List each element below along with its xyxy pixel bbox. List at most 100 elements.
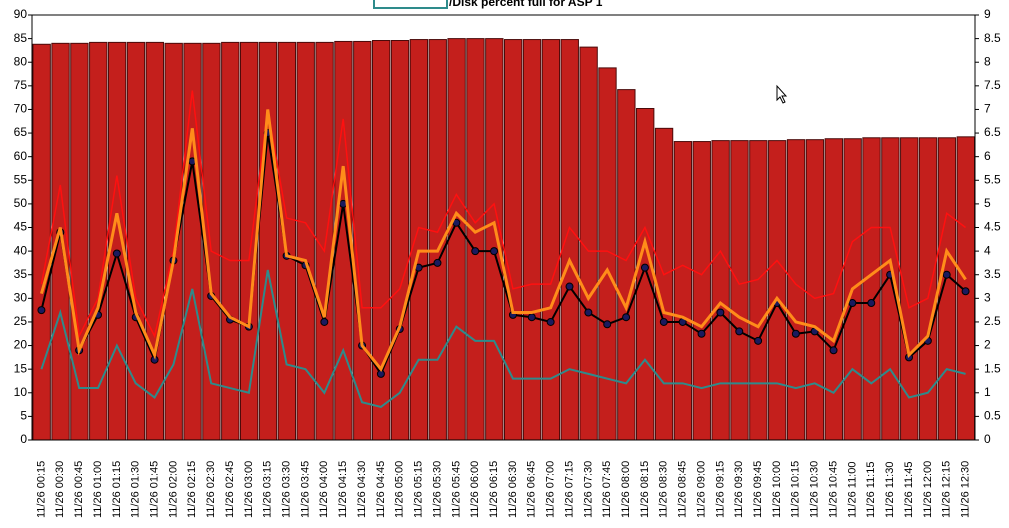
x-tick-label: 11/26 07:45 xyxy=(601,461,613,518)
y-tick-label: 40 xyxy=(14,243,28,257)
bar xyxy=(617,89,636,441)
y2-tick-label: 2.5 xyxy=(984,314,1001,328)
x-tick-label: 11/26 02:15 xyxy=(186,461,198,518)
x-tick-label: 11/26 05:45 xyxy=(450,461,462,518)
x-tick-label: 11/26 06:15 xyxy=(488,461,500,518)
bar xyxy=(277,41,297,441)
y-tick-label: 10 xyxy=(14,385,28,399)
bar xyxy=(145,41,165,441)
y-tick-label: 35 xyxy=(14,267,28,281)
x-tick-label: 11/26 04:15 xyxy=(337,461,349,518)
bar xyxy=(371,40,391,441)
bar xyxy=(805,139,825,441)
y-tick-label: 20 xyxy=(14,338,28,352)
x-tick-label: 11/26 09:30 xyxy=(733,461,745,518)
y2-tick-label: 2 xyxy=(984,338,991,352)
bar xyxy=(673,141,693,441)
point xyxy=(565,282,574,291)
x-tick-label: 11/26 06:45 xyxy=(526,461,538,518)
x-tick-label: 11/26 07:30 xyxy=(582,461,594,518)
x-tick-label: 11/26 08:45 xyxy=(677,461,689,518)
bar xyxy=(485,38,504,441)
x-tick-label: 11/26 06:30 xyxy=(507,461,519,518)
series-line xyxy=(39,109,967,373)
y-tick-label: 25 xyxy=(14,314,28,328)
y2-tick-label: 5 xyxy=(984,196,991,210)
x-tick-label: 11/26 01:45 xyxy=(148,461,160,518)
x-tick-label: 11/26 08:30 xyxy=(658,461,670,518)
y2-tick-label: 0.5 xyxy=(984,409,1001,423)
y2-tick-label: 3.5 xyxy=(984,267,1001,281)
bar xyxy=(164,42,183,441)
x-tick-label: 11/26 08:00 xyxy=(620,461,632,518)
bar xyxy=(654,127,674,441)
point xyxy=(490,247,499,256)
bar xyxy=(824,138,843,441)
x-tick-label: 11/26 12:30 xyxy=(959,461,971,518)
bar xyxy=(862,137,881,441)
x-tick-label: 11/26 10:00 xyxy=(771,461,783,518)
x-tick-label: 11/26 09:15 xyxy=(714,461,726,518)
x-tick-label: 11/26 00:30 xyxy=(54,461,66,518)
point xyxy=(791,329,800,338)
y2-tick-label: 9 xyxy=(984,7,991,21)
point xyxy=(622,313,631,322)
bar xyxy=(89,41,108,441)
bar xyxy=(749,140,768,441)
bar xyxy=(466,38,485,441)
bar xyxy=(296,41,315,441)
bar xyxy=(937,137,957,441)
x-tick-label: 11/26 03:30 xyxy=(281,461,293,518)
bar xyxy=(541,39,561,441)
x-tick-label: 11/26 05:00 xyxy=(394,461,406,518)
x-tick-label: 11/26 02:30 xyxy=(205,461,217,518)
bar xyxy=(353,40,372,441)
point xyxy=(735,327,744,336)
bar xyxy=(126,41,146,441)
x-tick-label: 11/26 07:00 xyxy=(545,461,557,518)
point xyxy=(320,317,329,326)
x-tick-label: 11/26 07:15 xyxy=(563,461,575,518)
point xyxy=(37,306,46,315)
point xyxy=(942,270,951,279)
y-tick-label: 0 xyxy=(20,432,27,446)
x-tick-label: 11/26 02:00 xyxy=(167,461,179,518)
bar xyxy=(183,42,202,441)
x-tick-label: 11/26 10:45 xyxy=(827,461,839,518)
y2-tick-label: 0 xyxy=(984,432,991,446)
y-tick-label: 55 xyxy=(14,172,28,186)
y2-tick-label: 6.5 xyxy=(984,125,1001,139)
x-tick-label: 11/26 01:00 xyxy=(92,461,104,518)
x-tick-label: 11/26 00:15 xyxy=(35,461,47,518)
point xyxy=(546,317,555,326)
bar xyxy=(409,39,429,441)
y-tick-label: 65 xyxy=(14,125,28,139)
bar xyxy=(730,140,749,441)
x-tick-label: 11/26 05:30 xyxy=(431,461,443,518)
series-line xyxy=(40,269,966,409)
bar xyxy=(768,140,787,441)
y2-tick-label: 8 xyxy=(984,54,991,68)
x-tick-label: 11/26 11:15 xyxy=(865,462,877,518)
point xyxy=(640,263,649,272)
bar xyxy=(692,141,711,441)
point xyxy=(471,247,480,256)
y-tick-label: 15 xyxy=(14,361,28,375)
x-tick-label: 11/26 10:30 xyxy=(809,461,821,518)
y-tick-label: 70 xyxy=(14,102,28,116)
point xyxy=(584,308,593,317)
x-tick-label: 11/26 06:00 xyxy=(469,461,481,518)
y2-tick-label: 7.5 xyxy=(984,78,1001,92)
point xyxy=(659,317,668,326)
bar xyxy=(636,108,655,441)
x-tick-label: 11/26 09:45 xyxy=(752,461,764,518)
legend-swatch xyxy=(373,0,448,9)
point xyxy=(716,308,725,317)
point xyxy=(433,258,442,267)
point xyxy=(754,336,763,345)
x-tick-label: 11/26 08:15 xyxy=(639,461,651,518)
x-tick-label: 11/26 03:45 xyxy=(299,461,311,518)
x-tick-label: 11/26 04:00 xyxy=(318,461,330,518)
x-tick-label: 11/26 03:15 xyxy=(262,461,274,518)
point xyxy=(961,287,970,296)
